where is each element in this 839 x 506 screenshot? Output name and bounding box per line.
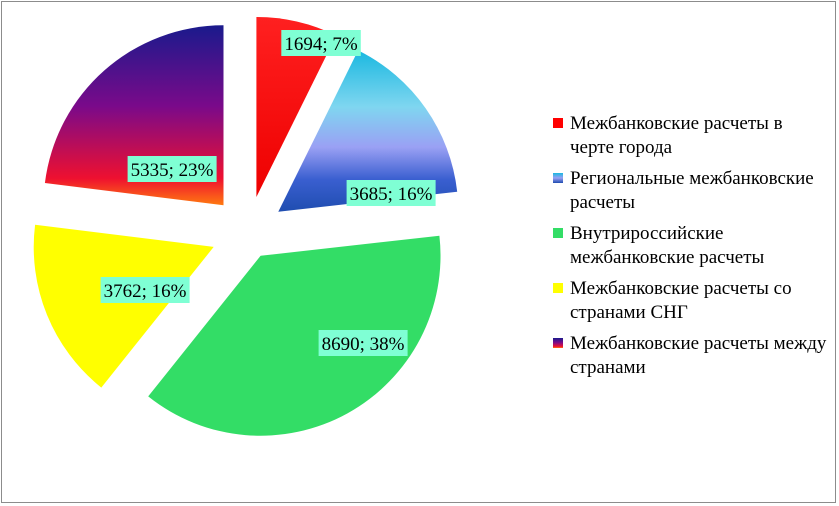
data-label-text: 8690; 38% (322, 334, 405, 355)
legend-label: Межбанковские расчеты между странами (570, 333, 827, 378)
data-label-background (100, 277, 190, 303)
legend-item: Внутрироссийские межбанковские расчеты (551, 222, 831, 270)
legend-label: Межбанковские расчеты в черте города (570, 113, 783, 158)
legend-label: Межбанковские расчеты со странами СНГ (570, 278, 792, 323)
legend-color-key (553, 338, 563, 348)
data-label-text: 1694; 7% (284, 34, 358, 55)
legend-label: Внутрироссийские межбанковские расчеты (570, 223, 765, 268)
legend-color-key (553, 283, 563, 293)
legend-label: Региональные межбанковские расчеты (570, 168, 814, 213)
data-label: 3762; 16% (100, 277, 190, 303)
legend: Межбанковские расчеты в черте города Реги… (551, 112, 831, 387)
legend-item: Межбанковские расчеты со странами СНГ (551, 277, 831, 325)
data-label-text: 3762; 16% (104, 281, 187, 302)
data-label: 1694; 7% (281, 30, 361, 56)
data-label-background (318, 330, 408, 356)
slice-interbank-city (256, 16, 337, 197)
data-label: 5335; 23% (127, 156, 217, 182)
legend-color-key (553, 228, 563, 238)
legend-color-key (553, 173, 563, 183)
slice-cis (33, 224, 214, 388)
data-label-background (346, 180, 436, 206)
data-label-background (127, 156, 217, 182)
data-label-text: 3685; 16% (350, 184, 433, 205)
slice-regional (278, 50, 458, 212)
slice-domestic (148, 235, 441, 436)
data-label-text: 5335; 23% (131, 160, 214, 181)
legend-item: Межбанковские расчеты между странами (551, 332, 831, 380)
data-label: 8690; 38% (318, 330, 408, 356)
legend-item: Региональные межбанковские расчеты (551, 167, 831, 215)
data-label: 3685; 16% (346, 180, 436, 206)
legend-color-key (553, 118, 563, 128)
legend-item: Межбанковские расчеты в черте города (551, 112, 831, 160)
data-label-background (281, 30, 361, 56)
